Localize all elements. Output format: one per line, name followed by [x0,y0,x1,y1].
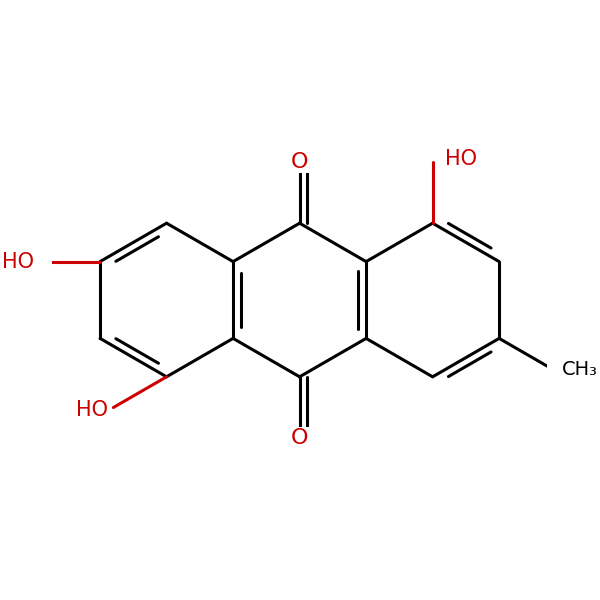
Text: O: O [291,428,308,448]
Text: CH₃: CH₃ [562,359,598,379]
Text: HO: HO [76,400,109,420]
Text: O: O [291,152,308,172]
Text: HO: HO [445,149,477,169]
Text: HO: HO [2,251,34,272]
